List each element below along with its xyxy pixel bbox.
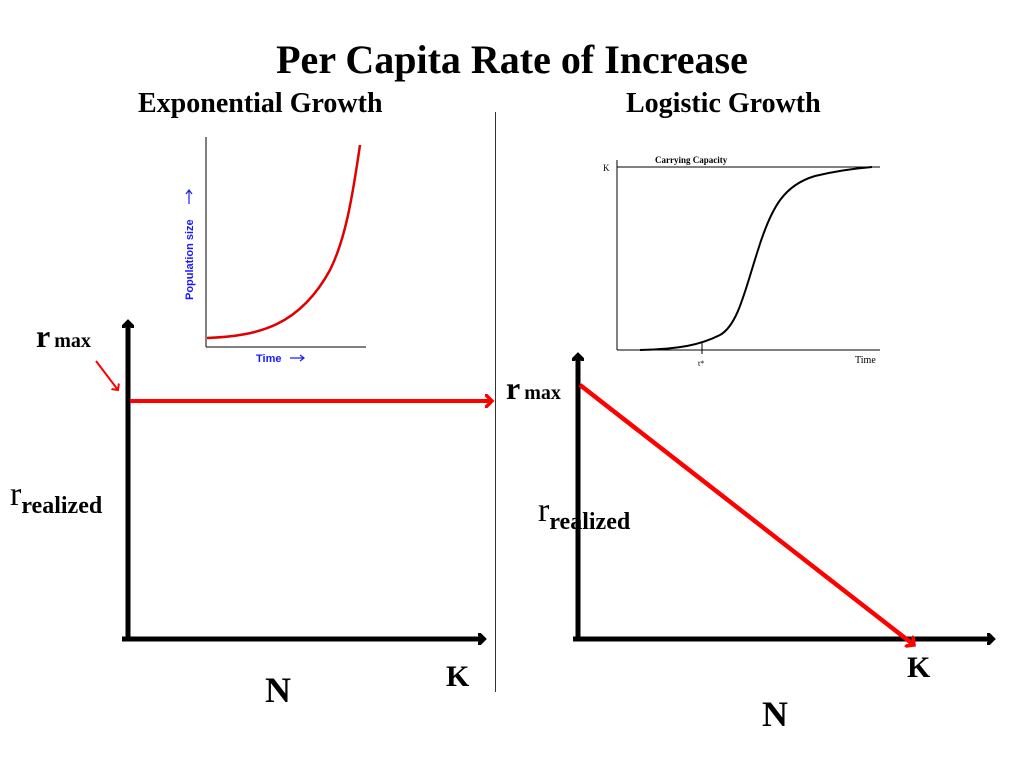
inset-population-arrow-icon [185,189,193,204]
inset-time-arrow-icon [290,354,305,362]
right-n-label: N [762,694,788,734]
left-rmax-label: r max [36,318,91,354]
left-k-label: K [446,660,470,693]
carrying-capacity-label: Carrying Capacity [655,155,728,165]
right-rmax-label: r max [506,370,561,406]
inset-time-label-right: Time [855,355,876,366]
t-star-label: t* [698,359,704,368]
inset-time-label: Time [256,353,281,365]
left-n-label: N [265,670,291,710]
left-rrealized-label: rrealized [10,476,103,520]
right-k-label: K [907,651,931,684]
right-rrealized-label: rrealized [538,492,631,536]
panel-divider [495,112,496,692]
inset-k-tick-label: K [603,163,610,173]
logistic-inset-graph: Carrying Capacity K Time t* [603,155,880,368]
exponential-growth-heading: Exponential Growth [138,88,383,119]
logistic-growth-heading: Logistic Growth [626,88,821,119]
exponential-curve [206,144,362,340]
inset-population-label: Population size [184,219,196,300]
exponential-inset-graph: Time Population size [184,137,366,365]
right-rmax-declining-arrow [578,383,914,645]
left-rmax-pointer-arrow [95,360,118,390]
logistic-curve [639,166,873,351]
page-title: Per Capita Rate of Increase [276,37,748,82]
